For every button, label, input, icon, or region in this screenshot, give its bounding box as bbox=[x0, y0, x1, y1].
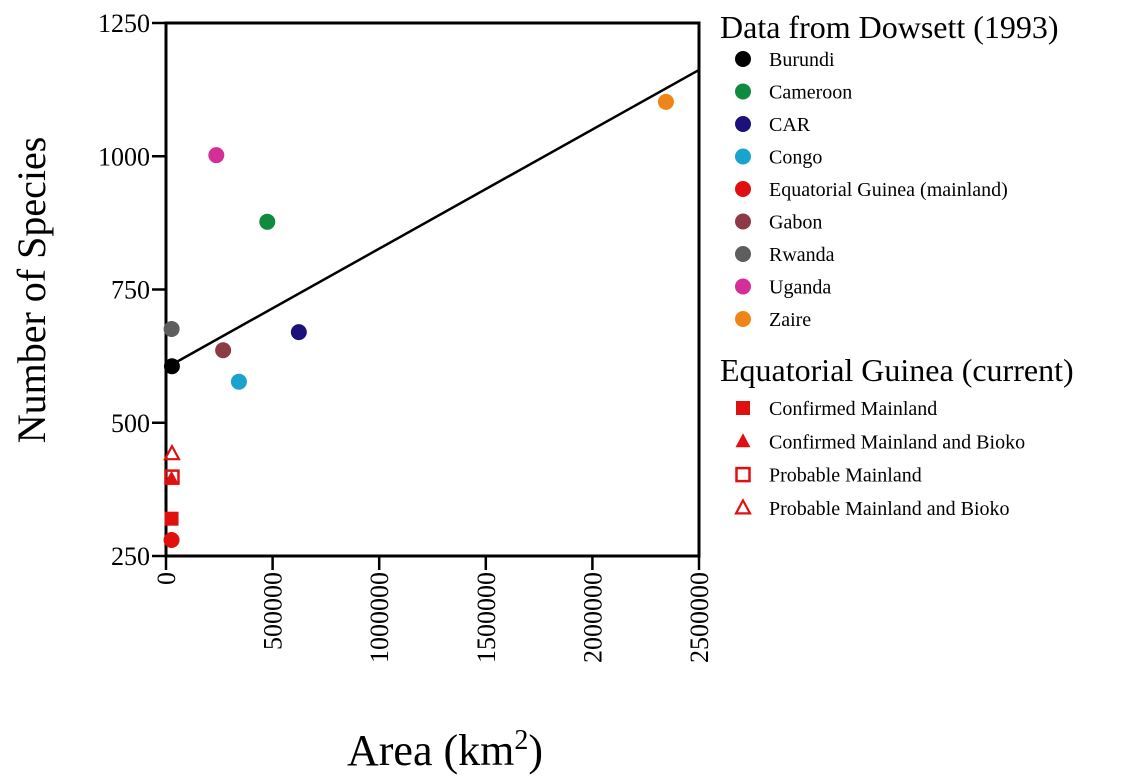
x-tick-label: 0 bbox=[152, 572, 181, 585]
legend-marker bbox=[735, 148, 751, 165]
legend-label: Confirmed Mainland and Bioko bbox=[769, 431, 1025, 453]
legend-marker bbox=[735, 246, 751, 262]
legend-item-uganda: Uganda bbox=[735, 277, 831, 299]
legend-marker bbox=[734, 498, 752, 515]
y-tick-label: 750 bbox=[111, 276, 150, 305]
legend-marker bbox=[735, 213, 751, 230]
y-tick-label: 250 bbox=[111, 542, 150, 571]
legend-title: Equatorial Guinea (current) bbox=[720, 352, 1074, 388]
legend-label: Zaire bbox=[769, 309, 811, 331]
legend-item-probable-mainland-and-bioko: Probable Mainland and Bioko bbox=[734, 498, 1010, 520]
regression-line bbox=[165, 68, 700, 369]
legend-label: Confirmed Mainland bbox=[769, 398, 937, 420]
plot-frame bbox=[164, 21, 701, 558]
legend-marker bbox=[735, 181, 751, 197]
point-confirmed-mainland-and-bioko bbox=[164, 470, 180, 485]
legend-label: Burundi bbox=[769, 49, 835, 71]
legend-label: Rwanda bbox=[769, 244, 835, 266]
point-burundi bbox=[163, 358, 180, 375]
legend-label: Equatorial Guinea (mainland) bbox=[769, 179, 1008, 201]
legend-label: Uganda bbox=[769, 277, 831, 299]
legend-item-confirmed-mainland: Confirmed Mainland bbox=[736, 398, 937, 420]
point-congo bbox=[230, 373, 247, 390]
y-axis-label: Number of Species bbox=[9, 137, 54, 444]
point-gabon bbox=[215, 342, 232, 359]
legend-label: Cameroon bbox=[769, 82, 852, 104]
y-tick-label: 500 bbox=[111, 409, 150, 438]
point-cameroon bbox=[259, 213, 276, 230]
legend-label: Probable Mainland and Bioko bbox=[769, 498, 1010, 520]
legend: Data from Dowsett (1993) Burundi Cameroon C… bbox=[720, 9, 1074, 520]
plot-area bbox=[163, 21, 701, 558]
point-rwanda bbox=[163, 320, 180, 337]
legend-item-gabon: Gabon bbox=[735, 212, 822, 234]
legend-marker bbox=[735, 83, 751, 100]
legend-item-zaire: Zaire bbox=[735, 309, 811, 331]
legend-marker bbox=[735, 433, 751, 448]
x-tick-label: 1500000 bbox=[472, 572, 501, 663]
legend-item-rwanda: Rwanda bbox=[735, 244, 835, 266]
legend-label: Probable Mainland bbox=[769, 465, 922, 487]
point-car bbox=[290, 324, 307, 341]
legend-marker bbox=[735, 278, 751, 295]
x-tick-label: 500000 bbox=[259, 572, 288, 650]
x-axis: 0 500000 1000000 1500000 2000000 2500000 bbox=[152, 556, 714, 663]
legend-marker bbox=[735, 116, 751, 132]
legend-item-cameroon: Cameroon bbox=[735, 82, 852, 104]
legend-label: Congo bbox=[769, 147, 822, 169]
x-axis-label-superscript: 2 bbox=[514, 725, 528, 756]
x-tick-label: 2000000 bbox=[578, 572, 607, 663]
legend-label: Gabon bbox=[769, 212, 822, 234]
legend-item-congo: Congo bbox=[735, 147, 822, 169]
y-tick-label: 1000 bbox=[98, 142, 150, 171]
legend-title: Data from Dowsett (1993) bbox=[720, 9, 1059, 45]
legend-item-probable-mainland: Probable Mainland bbox=[735, 465, 922, 487]
legend-item-confirmed-mainland-and-bioko: Confirmed Mainland and Bioko bbox=[735, 431, 1025, 453]
data-markers bbox=[163, 93, 674, 549]
point-probable-mainland-and-bioko bbox=[163, 443, 181, 461]
legend-marker bbox=[735, 51, 751, 67]
y-axis: 250 500 750 1000 1250 bbox=[98, 9, 166, 571]
x-axis-label: Area (km2) bbox=[347, 725, 543, 775]
legend-marker bbox=[735, 466, 751, 483]
point-uganda bbox=[208, 147, 225, 164]
legend-item-burundi: Burundi bbox=[735, 49, 835, 71]
x-axis-label-main: Area (km bbox=[347, 726, 514, 775]
point-probable-mainland bbox=[164, 469, 180, 485]
x-axis-label-close: ) bbox=[528, 726, 543, 775]
point-confirmed-mainland bbox=[164, 511, 179, 526]
point-equatorial-guinea-mainland bbox=[163, 532, 180, 549]
point-zaire bbox=[657, 93, 674, 110]
legend-label: CAR bbox=[769, 114, 811, 136]
legend-item-equatorial-guinea-mainland: Equatorial Guinea (mainland) bbox=[735, 179, 1008, 201]
legend-marker bbox=[735, 311, 751, 327]
legend-marker bbox=[736, 401, 750, 415]
y-tick-label: 1250 bbox=[98, 9, 150, 38]
legend-item-car: CAR bbox=[735, 114, 811, 136]
x-tick-label: 1000000 bbox=[365, 572, 394, 663]
x-tick-label: 2500000 bbox=[685, 572, 714, 663]
